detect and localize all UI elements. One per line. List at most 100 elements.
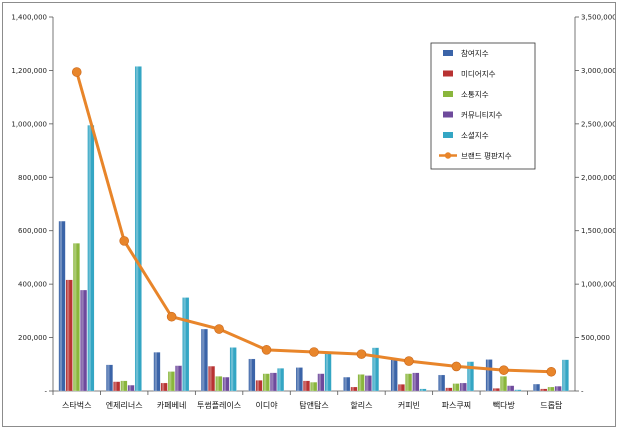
right-tick-label: 3,500,000: [581, 14, 615, 22]
left-tick-label: 800,000: [18, 174, 47, 182]
bar: [182, 297, 190, 392]
bar: [310, 382, 318, 392]
bar-highlight: [391, 359, 395, 391]
category-label: 투썸플레이스: [197, 400, 241, 410]
bar: [492, 388, 500, 392]
bar-highlight: [494, 388, 497, 391]
line-point: [166, 311, 177, 322]
bar: [120, 380, 128, 392]
bar: [350, 386, 358, 392]
bar-highlight: [534, 384, 537, 391]
right-tick-label: -: [581, 388, 584, 396]
bar: [106, 364, 113, 392]
line-point: [404, 356, 414, 366]
category-label: 이디야: [255, 400, 278, 410]
bar-highlight: [169, 371, 172, 391]
legend-label: 소통지수: [461, 90, 489, 99]
bar-highlight: [176, 365, 179, 391]
right-tick-label: 1,000,000: [581, 281, 615, 289]
bar-highlight: [263, 373, 267, 391]
bar: [364, 375, 372, 392]
bar-highlight: [468, 361, 471, 391]
bar-highlight: [107, 364, 110, 391]
bar-highlight: [114, 381, 117, 391]
bar: [153, 352, 161, 392]
bar: [270, 372, 277, 392]
bar-highlight: [366, 375, 369, 391]
bar: [255, 380, 263, 392]
bar-highlight: [508, 385, 511, 391]
left-tick-label: 1,000,000: [11, 120, 47, 128]
bar-highlight: [223, 377, 227, 391]
legend-label: 커뮤니티지수: [461, 111, 502, 120]
bar-highlight: [325, 352, 329, 391]
bar: [561, 359, 569, 392]
left-tick-label: 200,000: [18, 334, 47, 342]
bar: [262, 373, 270, 392]
left-tick-label: 600,000: [18, 227, 47, 235]
bar: [208, 366, 215, 392]
legend-swatch: [443, 111, 453, 118]
bar-highlight: [216, 376, 219, 391]
category-label: 드롭탑: [540, 401, 563, 410]
line-point: [546, 366, 557, 377]
category-label: 빽다방: [493, 400, 516, 410]
bar-highlight: [230, 347, 234, 391]
bar: [357, 374, 365, 392]
bar: [500, 376, 507, 392]
legend-label: 소셜지수: [461, 131, 489, 140]
bar: [372, 347, 379, 392]
bar-highlight: [256, 380, 260, 391]
line-point: [499, 365, 509, 375]
bar-highlight: [399, 384, 402, 391]
bar-highlight: [563, 359, 566, 391]
bar: [65, 279, 73, 392]
bar: [229, 347, 237, 392]
bar-highlight: [278, 368, 281, 391]
line-point: [71, 67, 82, 77]
bar: [459, 382, 467, 392]
bar: [398, 384, 405, 392]
legend-swatch: [443, 50, 453, 56]
bar-highlight: [304, 380, 307, 391]
bar: [222, 377, 230, 392]
category-label: 스타벅스: [62, 400, 91, 410]
left-tick-label: 400,000: [18, 281, 47, 289]
right-tick-label: 3,000,000: [581, 67, 615, 75]
bar-highlight: [74, 243, 77, 391]
category-label: 탐앤탐스: [299, 400, 328, 410]
line-point: [214, 324, 224, 334]
bar-highlight: [541, 388, 544, 391]
bar: [540, 388, 548, 392]
bar: [277, 368, 285, 392]
bar-highlight: [202, 329, 205, 391]
bar-highlight: [121, 380, 124, 391]
bar-highlight: [486, 359, 490, 391]
bar-highlight: [88, 125, 91, 391]
bar-highlight: [297, 367, 300, 391]
bar: [419, 388, 427, 392]
category-label: 파스쿠찌: [442, 401, 471, 410]
bar-highlight: [446, 387, 449, 391]
right-tick-label: 500,000: [581, 334, 610, 342]
bar: [547, 386, 555, 392]
line-point: [451, 361, 462, 372]
bar-highlight: [548, 386, 551, 391]
legend-label: 미디어지수: [461, 69, 496, 79]
bar: [134, 66, 142, 392]
legend-swatch: [443, 70, 453, 77]
bar: [73, 243, 80, 392]
chart-svg: - 200,000 400,000 600,000 800,000 1,000,000 1,…: [11, 14, 616, 411]
line-point: [261, 345, 272, 355]
bar: [58, 220, 66, 392]
legend-swatch: [443, 91, 453, 97]
legend-label: 참여지수: [461, 48, 489, 58]
line-point: [119, 236, 129, 246]
category-label: 할리스: [350, 400, 372, 410]
left-tick-label: -: [44, 388, 47, 396]
right-tick-label: 2,500,000: [581, 120, 615, 128]
bar-highlight: [515, 389, 518, 391]
bar: [514, 389, 522, 392]
bar: [80, 289, 88, 392]
bar-highlight: [420, 388, 424, 391]
